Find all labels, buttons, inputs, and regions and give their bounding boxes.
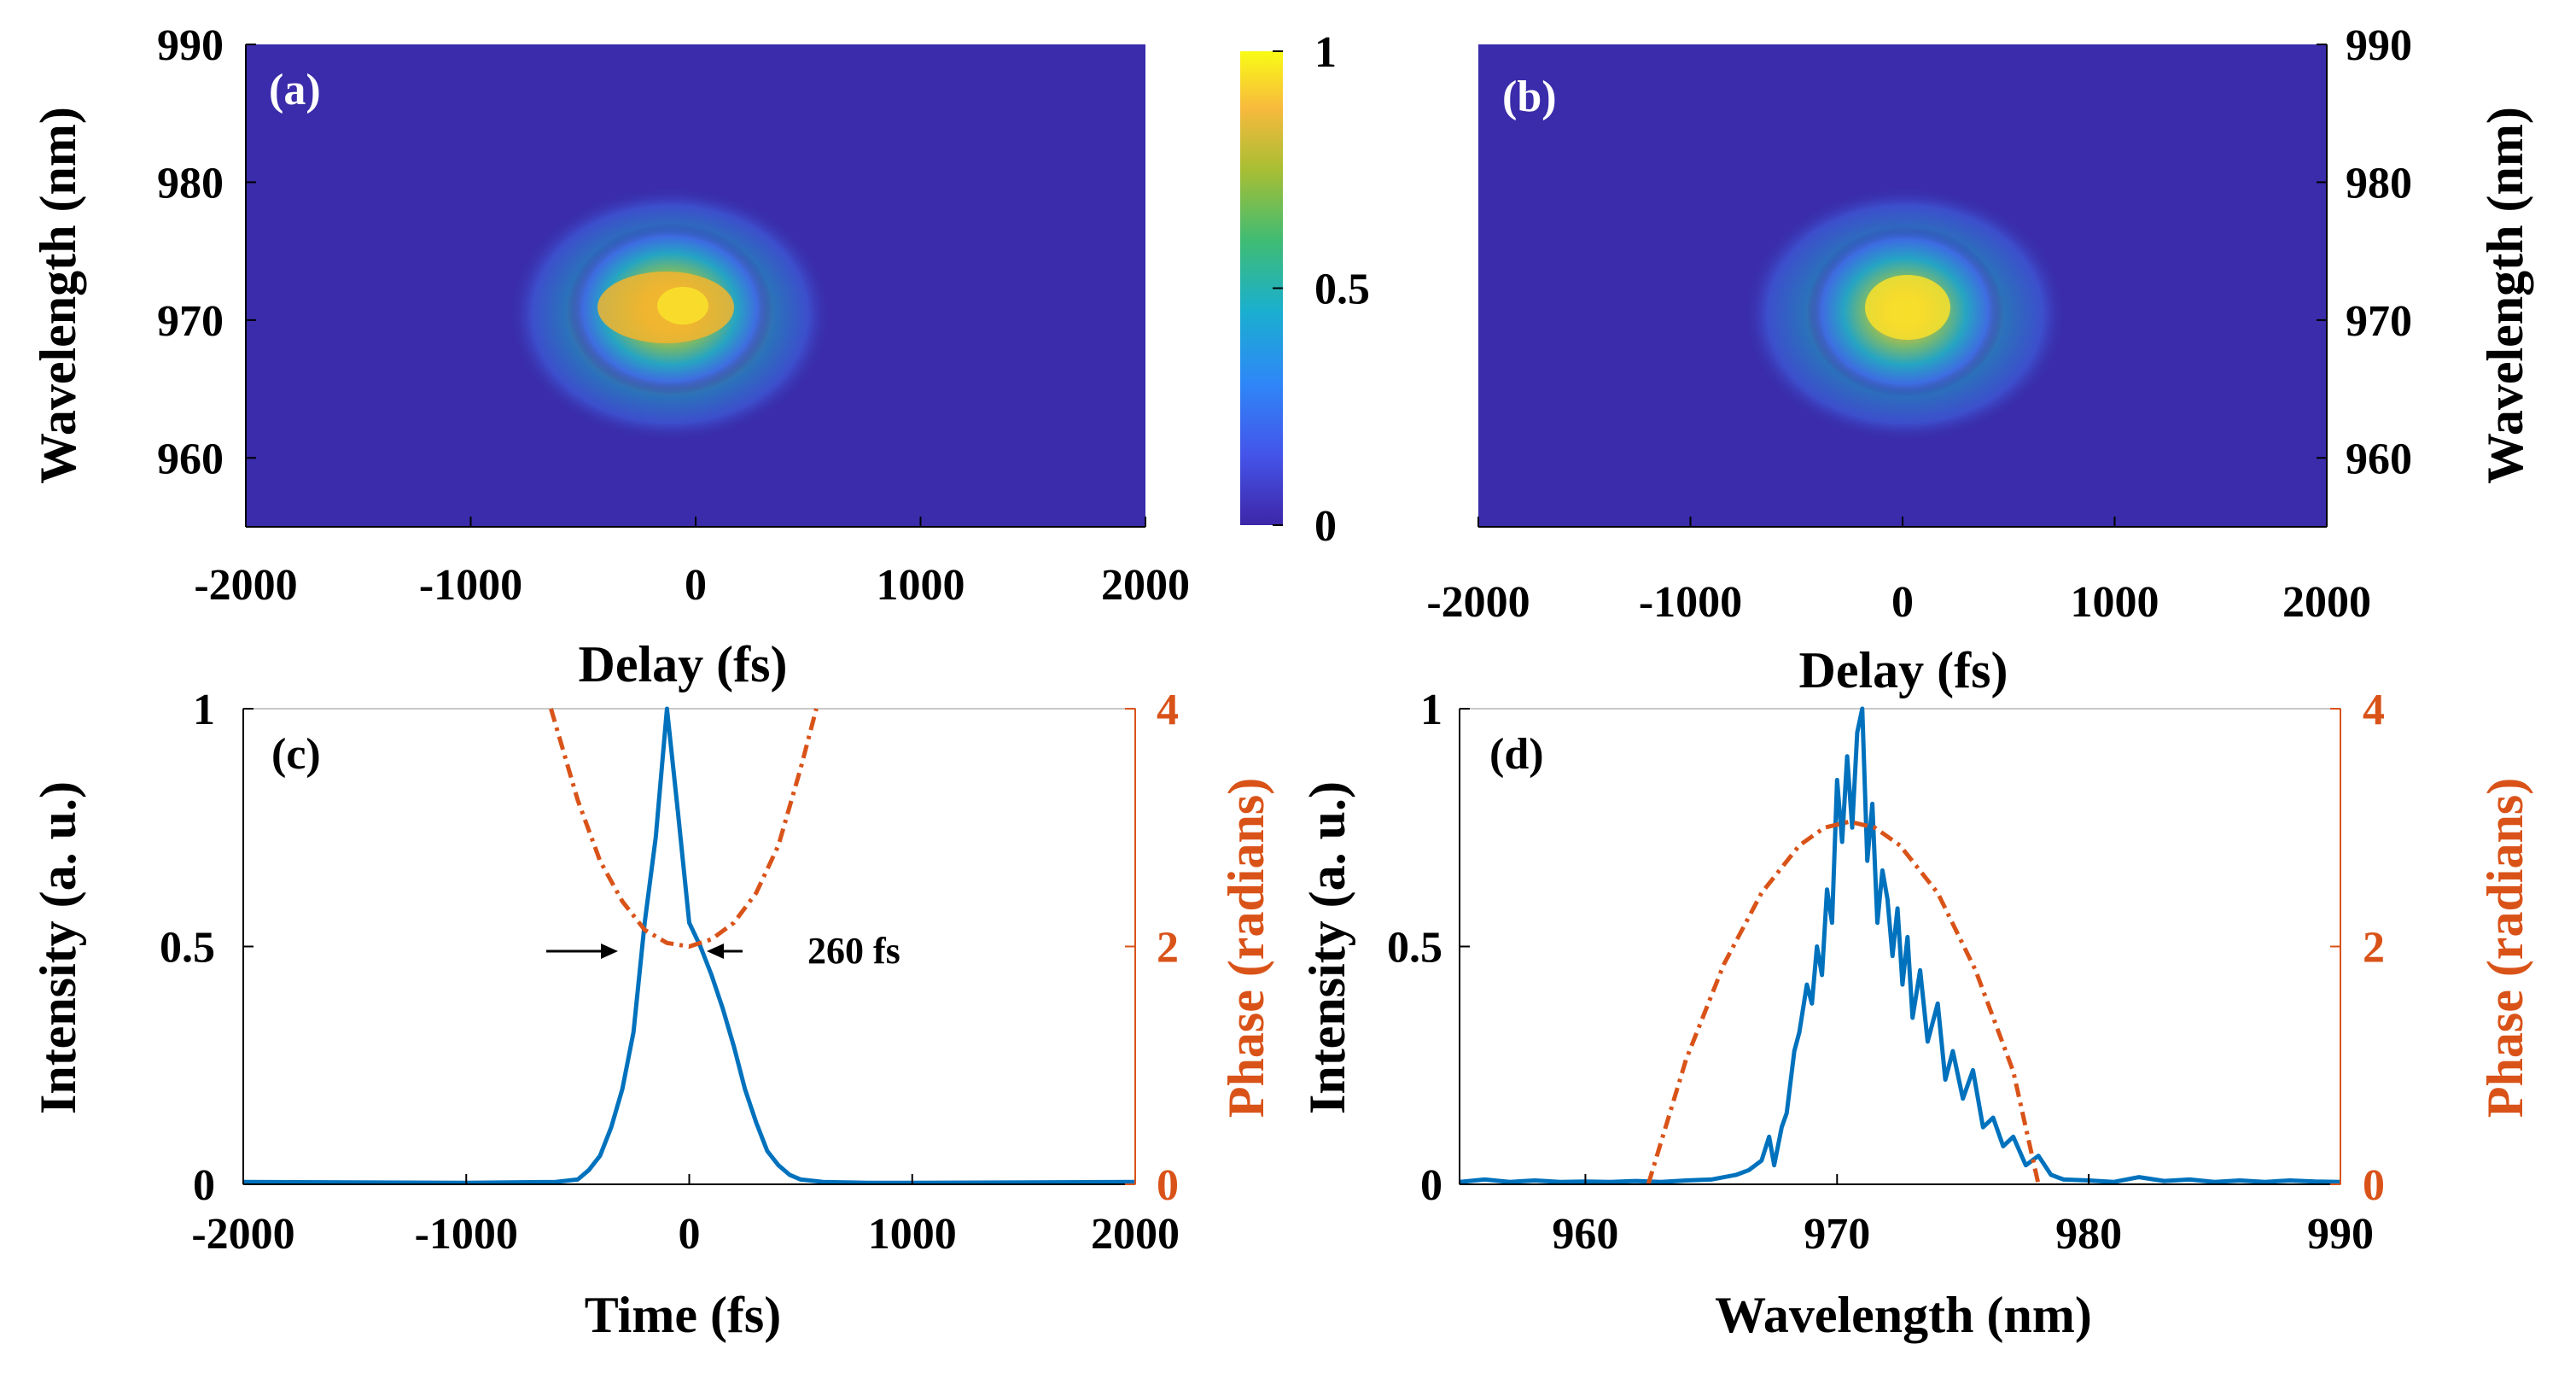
d-x-axis: 960 970 980 990	[1460, 1174, 2374, 1259]
b-x-tick-label: 1000	[2071, 578, 2159, 627]
a-x-tick-label: 2000	[1101, 561, 1190, 610]
b-y-tick-label: 990	[2346, 21, 2412, 70]
d-x-tick-label: 970	[1804, 1210, 1870, 1259]
d-yr-tick-label: 4	[2363, 686, 2385, 734]
a-y-tick-label: 980	[157, 159, 224, 207]
heatmap-b-spot	[1743, 186, 2067, 442]
d-y-axis-right: 0 2 4	[2330, 686, 2385, 1210]
b-y-tick-label: 970	[2346, 297, 2412, 346]
d-x-tick-label: 960	[1552, 1210, 1618, 1259]
c-x-tick-label: -1000	[415, 1210, 518, 1259]
a-x-tick-label: -1000	[419, 561, 522, 610]
d-phase-line	[1646, 819, 2041, 1185]
c-y-label-right: Phase (radians)	[1218, 778, 1274, 1118]
c-x-tick-label: -2000	[191, 1210, 294, 1259]
a-x-axis: -2000 -1000 0 1000 2000	[194, 517, 1190, 610]
c-yl-tick-label: 1	[193, 686, 215, 734]
b-x-tick-label: 0	[1891, 578, 1914, 627]
d-yl-tick-label: 1	[1420, 686, 1442, 734]
panel-b: (b) -2000 -1000 0 1000 2000 960 970 980 990 Del…	[1426, 21, 2533, 698]
fwhm-annotation: 260 fs	[807, 930, 900, 972]
a-x-label: Delay (fs)	[579, 636, 788, 692]
c-yr-tick-label: 4	[1157, 686, 1179, 734]
a-y-tick-label: 960	[157, 435, 224, 483]
panel-d: (d) 960 970 980 990 00.51 024 Wavelength (n…	[1299, 686, 2533, 1343]
colorbar-ticks: 00.51	[1273, 28, 1370, 551]
panel-a: (a) -2000 -1000 0 1000 2000 960 970 980 990 Del…	[30, 21, 1190, 692]
panel-label-c: (c)	[271, 730, 321, 779]
c-yl-tick-label: 0.5	[160, 924, 215, 973]
a-y-tick-label: 970	[157, 297, 224, 346]
c-x-tick-label: 0	[679, 1210, 701, 1259]
d-yr-tick-label: 0	[2363, 1161, 2385, 1210]
b-x-tick-label: 2000	[2282, 578, 2371, 627]
colorbar-tick-label: 0	[1314, 502, 1337, 551]
heatmap-a-spot	[508, 186, 832, 442]
colorbar: 00.51	[1240, 28, 1370, 551]
d-x-label: Wavelength (nm)	[1715, 1287, 2092, 1343]
a-y-tick-label: 990	[157, 21, 224, 70]
b-x-tick-label: -2000	[1426, 578, 1530, 627]
c-intensity-line	[242, 706, 1136, 1185]
d-x-tick-label: 980	[2055, 1210, 2122, 1259]
a-y-axis: 960 970 980 990	[157, 21, 256, 527]
d-yl-tick-label: 0.5	[1387, 924, 1442, 973]
c-y-label-left: Intensity (a. u.)	[30, 781, 86, 1114]
d-y-axis-left: 00.51	[1387, 686, 1470, 1210]
b-y-axis: 960 970 980 990	[2317, 21, 2412, 527]
panel-c: (c) 260 fs -2000 -1000 0 1000 2000 00.51 024…	[30, 686, 1274, 1343]
b-y-tick-label: 980	[2346, 159, 2412, 207]
d-yl-tick-label: 0	[1420, 1161, 1442, 1210]
fwhm-arrow-left-head	[601, 944, 618, 959]
c-x-tick-label: 2000	[1091, 1210, 1180, 1259]
a-y-label: Wavelength (nm)	[30, 107, 86, 484]
d-x-tick-label: 990	[2307, 1210, 2374, 1259]
b-x-label: Delay (fs)	[1799, 642, 2008, 698]
colorbar-tick-label: 0.5	[1314, 266, 1370, 314]
panel-label-b: (b)	[1502, 73, 1557, 121]
b-x-tick-label: -1000	[1639, 578, 1742, 627]
c-x-axis: -2000 -1000 0 1000 2000	[191, 1174, 1180, 1259]
a-x-tick-label: 0	[685, 561, 707, 610]
c-x-label: Time (fs)	[585, 1287, 782, 1343]
c-x-tick-label: 1000	[868, 1210, 957, 1259]
colorbar-tick-label: 1	[1314, 28, 1337, 77]
c-yl-tick-label: 0	[193, 1161, 215, 1210]
d-yr-tick-label: 2	[2363, 924, 2385, 973]
b-y-tick-label: 960	[2346, 435, 2412, 483]
a-x-tick-label: 1000	[877, 561, 965, 610]
fwhm-arrows	[546, 944, 743, 959]
d-y-label-left: Intensity (a. u.)	[1299, 781, 1355, 1114]
c-phase-line	[549, 708, 819, 949]
c-yr-tick-label: 0	[1157, 1161, 1179, 1210]
panel-label-a: (a)	[269, 66, 321, 114]
b-y-label: Wavelength (nm)	[2477, 107, 2533, 484]
c-y-axis-left: 00.51	[160, 686, 254, 1210]
a-x-tick-label: -2000	[194, 561, 297, 610]
panel-label-d: (d)	[1489, 730, 1544, 779]
c-yr-tick-label: 2	[1157, 924, 1179, 973]
b-x-axis: -2000 -1000 0 1000 2000	[1426, 517, 2371, 627]
fwhm-arrow-right-head	[707, 944, 724, 959]
d-y-label-right: Phase (radians)	[2477, 778, 2533, 1118]
c-y-axis-right: 0 2 4	[1125, 686, 1179, 1210]
d-intensity-line	[1459, 706, 2341, 1184]
